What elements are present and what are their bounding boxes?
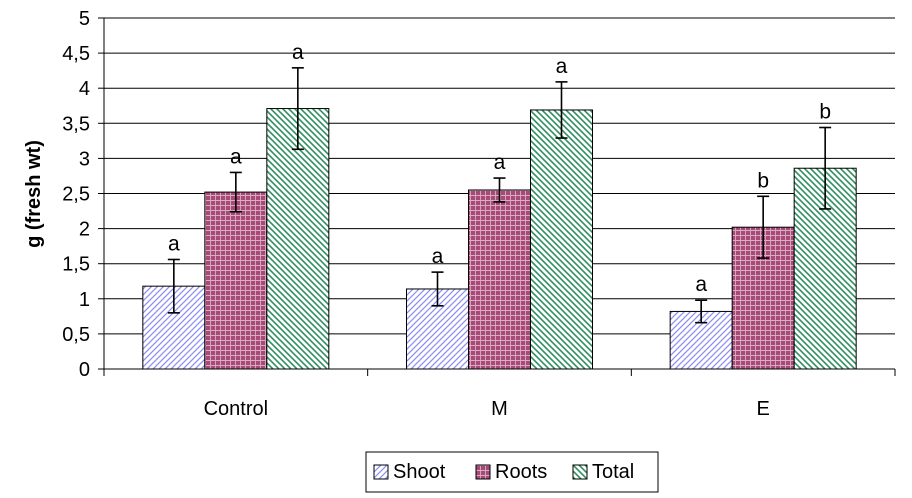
bar-total: [266, 108, 330, 370]
bar-roots: [204, 191, 268, 370]
legend-box: [365, 451, 659, 493]
significance-letter: b: [757, 169, 769, 192]
significance-letter: a: [695, 273, 707, 296]
x-tick-label: E: [756, 398, 769, 420]
significance-letter: a: [168, 232, 180, 255]
error-bar: [819, 126, 832, 210]
bar-roots: [468, 189, 531, 370]
legend: Shoot Roots Total: [365, 451, 659, 493]
y-tick-label: 2,5: [62, 184, 90, 206]
y-tick-label: 3,5: [62, 113, 90, 135]
y-tick-label: 0: [79, 359, 90, 381]
significance-letter: a: [292, 41, 304, 64]
y-tick-label: 4,5: [62, 43, 90, 65]
significance-letter: b: [819, 101, 831, 124]
error-bar: [757, 195, 770, 259]
y-tick-label: 1,5: [62, 254, 90, 276]
legend-label-shoot: Shoot: [393, 461, 446, 483]
significance-letter: a: [432, 245, 444, 268]
error-bar: [291, 67, 304, 151]
y-axis-title: g (fresh wt): [23, 140, 45, 248]
error-bar: [167, 258, 180, 314]
x-tick-label: Control: [204, 398, 268, 420]
error-bar: [493, 177, 506, 203]
legend-label-total: Total: [592, 461, 634, 483]
significance-letter: a: [230, 145, 242, 168]
y-tick-label: 4: [79, 78, 90, 100]
error-bar: [555, 81, 568, 139]
y-tick-label: 2: [79, 219, 90, 241]
x-tick-label: M: [491, 398, 508, 420]
bar-total: [530, 109, 593, 370]
y-tick-label: 5: [79, 8, 90, 30]
legend-swatch-shoot: [373, 464, 389, 480]
legend-swatch-total: [572, 464, 588, 480]
error-bar: [229, 171, 242, 213]
y-tick-label: 3: [79, 148, 90, 170]
error-bar: [431, 271, 444, 307]
y-tick-label: 0,5: [62, 324, 90, 346]
legend-label-roots: Roots: [495, 461, 547, 483]
legend-swatch-roots: [475, 464, 491, 480]
y-tick-label: 1: [79, 289, 90, 311]
significance-letter: a: [556, 55, 568, 78]
significance-letter: a: [494, 151, 506, 174]
error-bar: [695, 299, 708, 324]
